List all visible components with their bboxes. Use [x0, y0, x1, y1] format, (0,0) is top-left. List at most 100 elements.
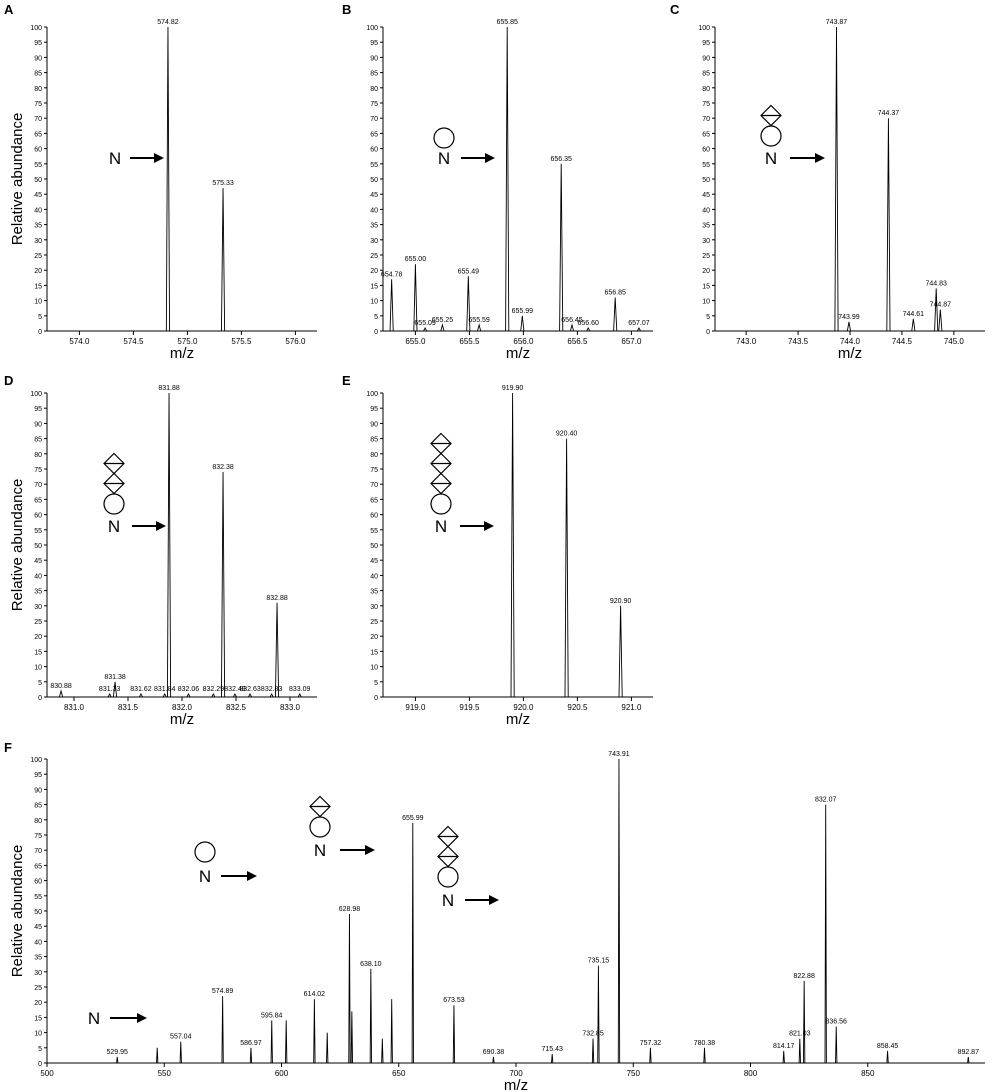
y-tick-label: 65	[34, 497, 42, 504]
y-tick-label: 10	[34, 1031, 42, 1038]
glycan-annotation: N	[437, 825, 499, 910]
y-tick-label: 95	[34, 406, 42, 413]
peak-label: 830.88	[50, 683, 72, 690]
peak-label: 780.38	[694, 1040, 716, 1047]
n-label: N	[442, 891, 454, 910]
y-tick-label: 95	[34, 40, 42, 47]
y-tick-label: 15	[370, 649, 378, 656]
y-tick-label: 85	[34, 71, 42, 78]
y-tick-label: 5	[38, 680, 42, 687]
y-tick-label: 35	[34, 955, 42, 962]
panel-letter: F	[4, 740, 12, 755]
y-tick-label: 20	[34, 268, 42, 275]
peak	[886, 1050, 889, 1064]
x-tick-label: 576.0	[285, 337, 306, 346]
peak	[423, 326, 428, 332]
y-tick-label: 65	[370, 497, 378, 504]
peak	[782, 1050, 785, 1064]
y-tick-label: 15	[34, 1015, 42, 1022]
peak-label: 732.85	[582, 1031, 604, 1038]
peak-label: 832.63	[239, 686, 261, 693]
peak	[569, 323, 575, 332]
x-tick-label: 831.5	[118, 703, 139, 712]
peak	[477, 323, 482, 332]
y-tick-label: 60	[34, 147, 42, 154]
peak	[551, 1053, 554, 1064]
y-tick-label: 25	[370, 253, 378, 260]
x-tick-label: 575.5	[231, 337, 252, 346]
peak-label: 638.10	[360, 961, 382, 968]
peak	[617, 758, 621, 1064]
panel-letter: C	[670, 2, 680, 17]
y-tick-label: 70	[34, 482, 42, 489]
y-tick-label: 0	[374, 329, 378, 336]
y-tick-label: 100	[366, 25, 378, 32]
peak-label: 744.83	[925, 280, 947, 287]
x-tick-label: 656.5	[567, 337, 588, 346]
peak-label: 832.49	[224, 686, 246, 693]
x-tick-label: 743.5	[788, 337, 809, 346]
peak	[220, 188, 226, 332]
y-tick-label: 75	[34, 467, 42, 474]
peak-label: 586.97	[240, 1040, 262, 1047]
y-tick-label: 20	[370, 268, 378, 275]
glycan-annotation: N	[103, 452, 166, 536]
peak	[162, 692, 167, 698]
y-tick-label: 85	[370, 437, 378, 444]
peak-label: 673.53	[443, 997, 465, 1004]
peak-label: 656.85	[604, 290, 626, 297]
n-label: N	[435, 517, 447, 536]
y-tick-label: 45	[34, 924, 42, 931]
peak	[107, 692, 112, 698]
peak	[248, 692, 253, 698]
peak-label: 655.00	[405, 256, 427, 263]
y-tick-label: 10	[34, 665, 42, 672]
y-tick-label: 10	[702, 299, 710, 306]
y-axis-label: Relative abundance	[9, 113, 26, 246]
x-tick-label: 919.0	[405, 703, 426, 712]
peak	[559, 163, 564, 332]
peak	[452, 1005, 456, 1064]
x-axis-label: m/z	[170, 711, 194, 728]
glycan-diamond-icon	[430, 452, 452, 475]
peak	[934, 288, 939, 332]
peak-label: 832.83	[261, 686, 283, 693]
y-tick-label: 15	[34, 649, 42, 656]
peak-label: 655.25	[432, 317, 454, 324]
y-tick-label: 20	[370, 634, 378, 641]
y-tick-label: 55	[702, 162, 710, 169]
x-tick-label: 920.0	[513, 703, 534, 712]
peak	[381, 1038, 384, 1064]
peak	[636, 326, 641, 332]
y-tick-label: 5	[38, 314, 42, 321]
peak	[618, 605, 623, 698]
peak	[285, 1020, 288, 1064]
x-tick-label: 655.5	[459, 337, 480, 346]
peak-label: 574.82	[157, 19, 179, 26]
peak	[586, 326, 591, 332]
peak	[348, 914, 351, 1064]
y-tick-label: 40	[370, 207, 378, 214]
y-tick-label: 60	[370, 513, 378, 520]
peak-label: 833.09	[289, 686, 311, 693]
peak-label: 735.15	[588, 958, 610, 965]
y-tick-label: 95	[370, 406, 378, 413]
x-tick-label: 744.5	[892, 337, 913, 346]
peak	[824, 804, 827, 1064]
x-axis-label: m/z	[506, 345, 530, 362]
peak	[165, 26, 171, 332]
y-tick-label: 25	[34, 985, 42, 992]
y-tick-label: 75	[34, 101, 42, 108]
panel-letter: D	[4, 373, 13, 388]
y-tick-label: 75	[370, 467, 378, 474]
y-tick-label: 15	[370, 283, 378, 290]
y-tick-label: 40	[34, 207, 42, 214]
peak-label: 832.29	[203, 686, 225, 693]
x-tick-label: 921.0	[621, 703, 642, 712]
glycan-circle-icon	[437, 866, 459, 888]
peak	[166, 392, 172, 698]
peak	[846, 321, 852, 332]
glycan-diamond-icon	[437, 845, 459, 868]
glycan-diamond-icon	[437, 825, 459, 848]
peak	[249, 1047, 253, 1064]
